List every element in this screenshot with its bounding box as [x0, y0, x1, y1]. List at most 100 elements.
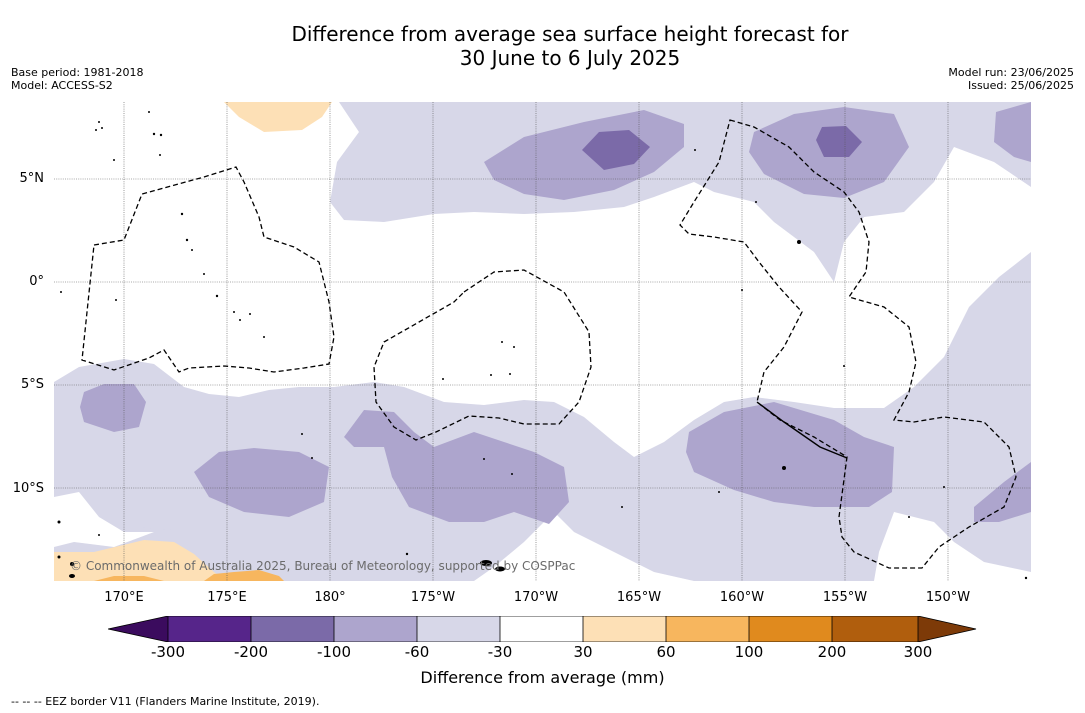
island — [843, 365, 845, 367]
colorbar-tick: 60 — [656, 643, 676, 661]
island — [98, 121, 100, 123]
anomaly-white-gaps — [54, 432, 1031, 581]
island — [797, 240, 801, 244]
island — [621, 506, 623, 508]
colorbar-segment — [251, 616, 334, 642]
colorbar-dividers — [167, 616, 919, 642]
island — [741, 289, 743, 291]
island — [98, 534, 100, 536]
island — [263, 336, 265, 338]
lat-label-5s: 5°S — [20, 377, 44, 392]
anomaly-positive — [54, 102, 332, 581]
island — [249, 313, 251, 315]
issued-date: Issued: 25/06/2025 — [967, 79, 1074, 92]
positive-southwest — [54, 540, 226, 581]
colorbar-tick: -200 — [233, 643, 269, 661]
island — [152, 132, 156, 136]
lon-label-170w: 170°W — [513, 590, 559, 605]
island-samoa — [495, 566, 505, 572]
eez-phoenix — [373, 269, 592, 441]
lon-label-160w: 160°W — [719, 590, 765, 605]
colorbar-tick: -300 — [150, 643, 186, 661]
island — [513, 346, 515, 348]
lon-label-175w: 175°W — [410, 590, 456, 605]
island — [511, 473, 513, 475]
lon-label-150w: 150°W — [925, 590, 971, 605]
meta-right: Model run: 23/06/2025 Issued: 25/06/2025 — [948, 66, 1074, 92]
eez-footnote: -- -- -- EEZ border V11 (Flanders Marine… — [11, 695, 320, 708]
island — [1024, 576, 1028, 580]
island — [239, 319, 241, 321]
island — [301, 433, 303, 435]
colorbar-over-arrow — [918, 616, 976, 642]
colorbar-segment — [583, 616, 666, 642]
map-title: Difference from average sea surface heig… — [0, 22, 1085, 70]
lat-label-10s: 10°S — [12, 481, 44, 496]
map-panel — [54, 102, 1031, 581]
island — [509, 373, 511, 375]
eez-line-islands-inner — [756, 401, 848, 459]
patch-far-south-east — [974, 462, 1031, 522]
island — [180, 212, 184, 216]
island — [490, 374, 492, 376]
lon-label-175e: 175°E — [207, 590, 247, 605]
gap-west-low — [54, 432, 204, 532]
colorbar-tick: -30 — [487, 643, 513, 661]
island-fiji — [69, 574, 75, 578]
copyright-notice: © Commonwealth of Australia 2025, Bureau… — [70, 559, 576, 573]
gap-south-center — [474, 512, 694, 581]
colorbar-tick: 100 — [734, 643, 764, 661]
anomaly-medium-purple — [80, 102, 1031, 524]
island — [908, 516, 910, 518]
positive-southwest-small — [94, 576, 164, 581]
colorbar-outline — [108, 616, 977, 642]
patch-north-center — [484, 110, 684, 200]
islands — [57, 111, 1028, 580]
positive-southwest-core — [204, 570, 284, 581]
core-north-center — [582, 130, 650, 170]
island-fiji — [70, 562, 74, 566]
island — [113, 159, 115, 161]
island — [101, 127, 103, 129]
patch-center-south — [344, 410, 569, 524]
title-line-1: Difference from average sea surface heig… — [291, 22, 849, 46]
patch-west — [80, 384, 146, 432]
lon-label-155w: 155°W — [822, 590, 868, 605]
island — [311, 457, 313, 459]
title-line-2: 30 June to 6 July 2025 — [459, 46, 681, 70]
island-samoa — [480, 560, 492, 566]
colorbar-segment — [334, 616, 417, 642]
lon-label-180: 180° — [314, 590, 346, 605]
island — [755, 201, 757, 203]
colorbar-tick: -60 — [404, 643, 430, 661]
colorbar-tick: 300 — [903, 643, 933, 661]
colorbar — [108, 616, 977, 642]
colorbar-tick: 30 — [573, 643, 593, 661]
island — [60, 291, 62, 293]
base-period: Base period: 1981-2018 — [11, 66, 144, 79]
island — [115, 299, 117, 301]
core-north-east — [816, 126, 862, 157]
island — [203, 273, 205, 275]
island — [782, 466, 786, 470]
island — [501, 341, 503, 343]
gridlines — [54, 102, 1031, 581]
eez-kiribati-gilberts — [81, 166, 335, 373]
colorbar-tick: 200 — [817, 643, 847, 661]
lat-label-5n: 5°N — [19, 171, 45, 186]
island — [233, 311, 235, 313]
colorbar-segment — [666, 616, 749, 642]
lon-label-165w: 165°W — [616, 590, 662, 605]
lon-label-170e: 170°E — [104, 590, 144, 605]
island — [159, 154, 161, 156]
island — [718, 491, 720, 493]
colorbar-segment — [749, 616, 832, 642]
island — [95, 129, 97, 131]
island — [159, 133, 163, 137]
island — [694, 149, 696, 151]
island — [215, 294, 219, 298]
island — [57, 520, 61, 524]
colorbar-segment — [168, 616, 251, 642]
patch-far-north-east — [994, 102, 1031, 162]
model-run: Model run: 23/06/2025 — [948, 66, 1074, 79]
